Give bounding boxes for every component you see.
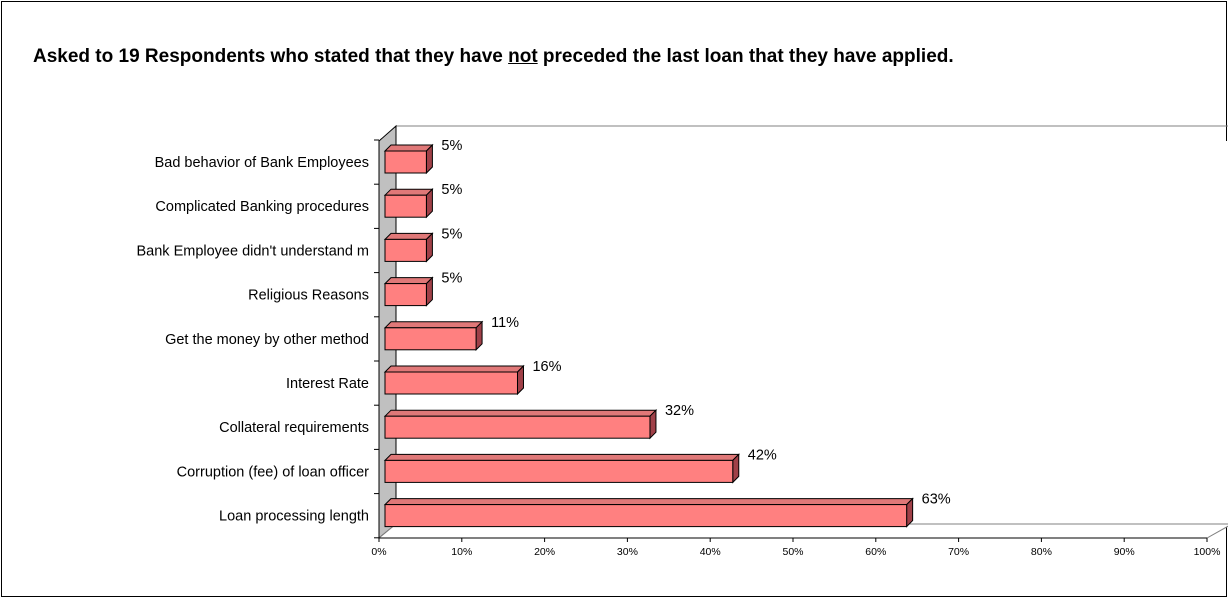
category-label: Collateral requirements [219,420,369,436]
bar-4 [383,276,434,307]
x-axis-ticks: 0% 10% 20% 30% 40% 50% 60% 70% 80% 90% 100% [371,538,1220,558]
bar-front [384,504,908,528]
x-tick-label: 50% [782,546,803,558]
bar-top [383,409,658,417]
bar-top [383,188,434,196]
bar-top [383,365,525,373]
x-tick-label: 0% [371,546,386,558]
data-label: 5% [441,271,462,287]
bar-top [383,144,434,152]
x-tick-label: 20% [534,546,555,558]
bar-front [384,371,518,395]
bar-9 [383,497,914,528]
bar-6 [383,364,525,396]
title-emphasis: not [508,46,538,67]
data-label: 5% [441,226,462,242]
bar-front [384,194,427,218]
category-label: Interest Rate [286,376,369,392]
bar-top [383,277,434,285]
data-label: 32% [665,403,694,419]
category-label: Complicated Banking procedures [155,199,369,215]
bar-2 [383,187,434,219]
bar-8 [383,453,740,484]
category-label: Bank Employee didn't understand m [137,243,370,259]
bar-front [384,238,427,262]
category-label: Get the money by other method [165,332,369,348]
data-label: 5% [441,182,462,198]
title-text-after: preceded the last loan that they have ap… [537,46,954,67]
bar-5 [383,320,484,352]
chart-title: Asked to 19 Respondents who stated that … [33,46,1218,67]
data-label: 16% [532,359,561,375]
bar-top [383,232,434,240]
x-tick-label: 70% [948,546,969,558]
bar-top [383,453,740,461]
x-tick-label: 100% [1194,546,1221,558]
category-label: Bad behavior of Bank Employees [155,155,369,171]
bar-top [383,321,484,329]
bar-top [383,498,914,506]
bar-front [384,150,427,174]
bar-1 [383,143,434,175]
bar-front [384,459,734,483]
category-label: Loan processing length [219,509,369,525]
data-label: 63% [922,492,951,508]
title-text-before: Asked to 19 Respondents who stated that … [33,46,509,67]
value-labels: 5% 5% 5% 5% 11% 16% 32% 42% 63% [441,138,950,508]
category-label: Religious Reasons [248,288,369,304]
category-labels: Bad behavior of Bank Employees Complicate… [137,155,370,525]
x-tick-label: 40% [700,546,721,558]
x-tick-label: 60% [865,546,886,558]
x-tick-label: 10% [451,546,472,558]
bar-7 [383,408,658,440]
bar-front [384,327,477,351]
data-label: 5% [441,138,462,154]
data-label: 42% [748,447,777,463]
bar-front [384,415,651,439]
x-tick-label: 90% [1114,546,1135,558]
chart-bars [383,143,914,528]
x-tick-label: 30% [617,546,638,558]
data-label: 11% [491,315,519,331]
category-label: Corruption (fee) of loan officer [177,464,370,480]
bar-front [384,283,427,307]
bar-3 [383,232,434,263]
x-tick-label: 80% [1031,546,1052,558]
